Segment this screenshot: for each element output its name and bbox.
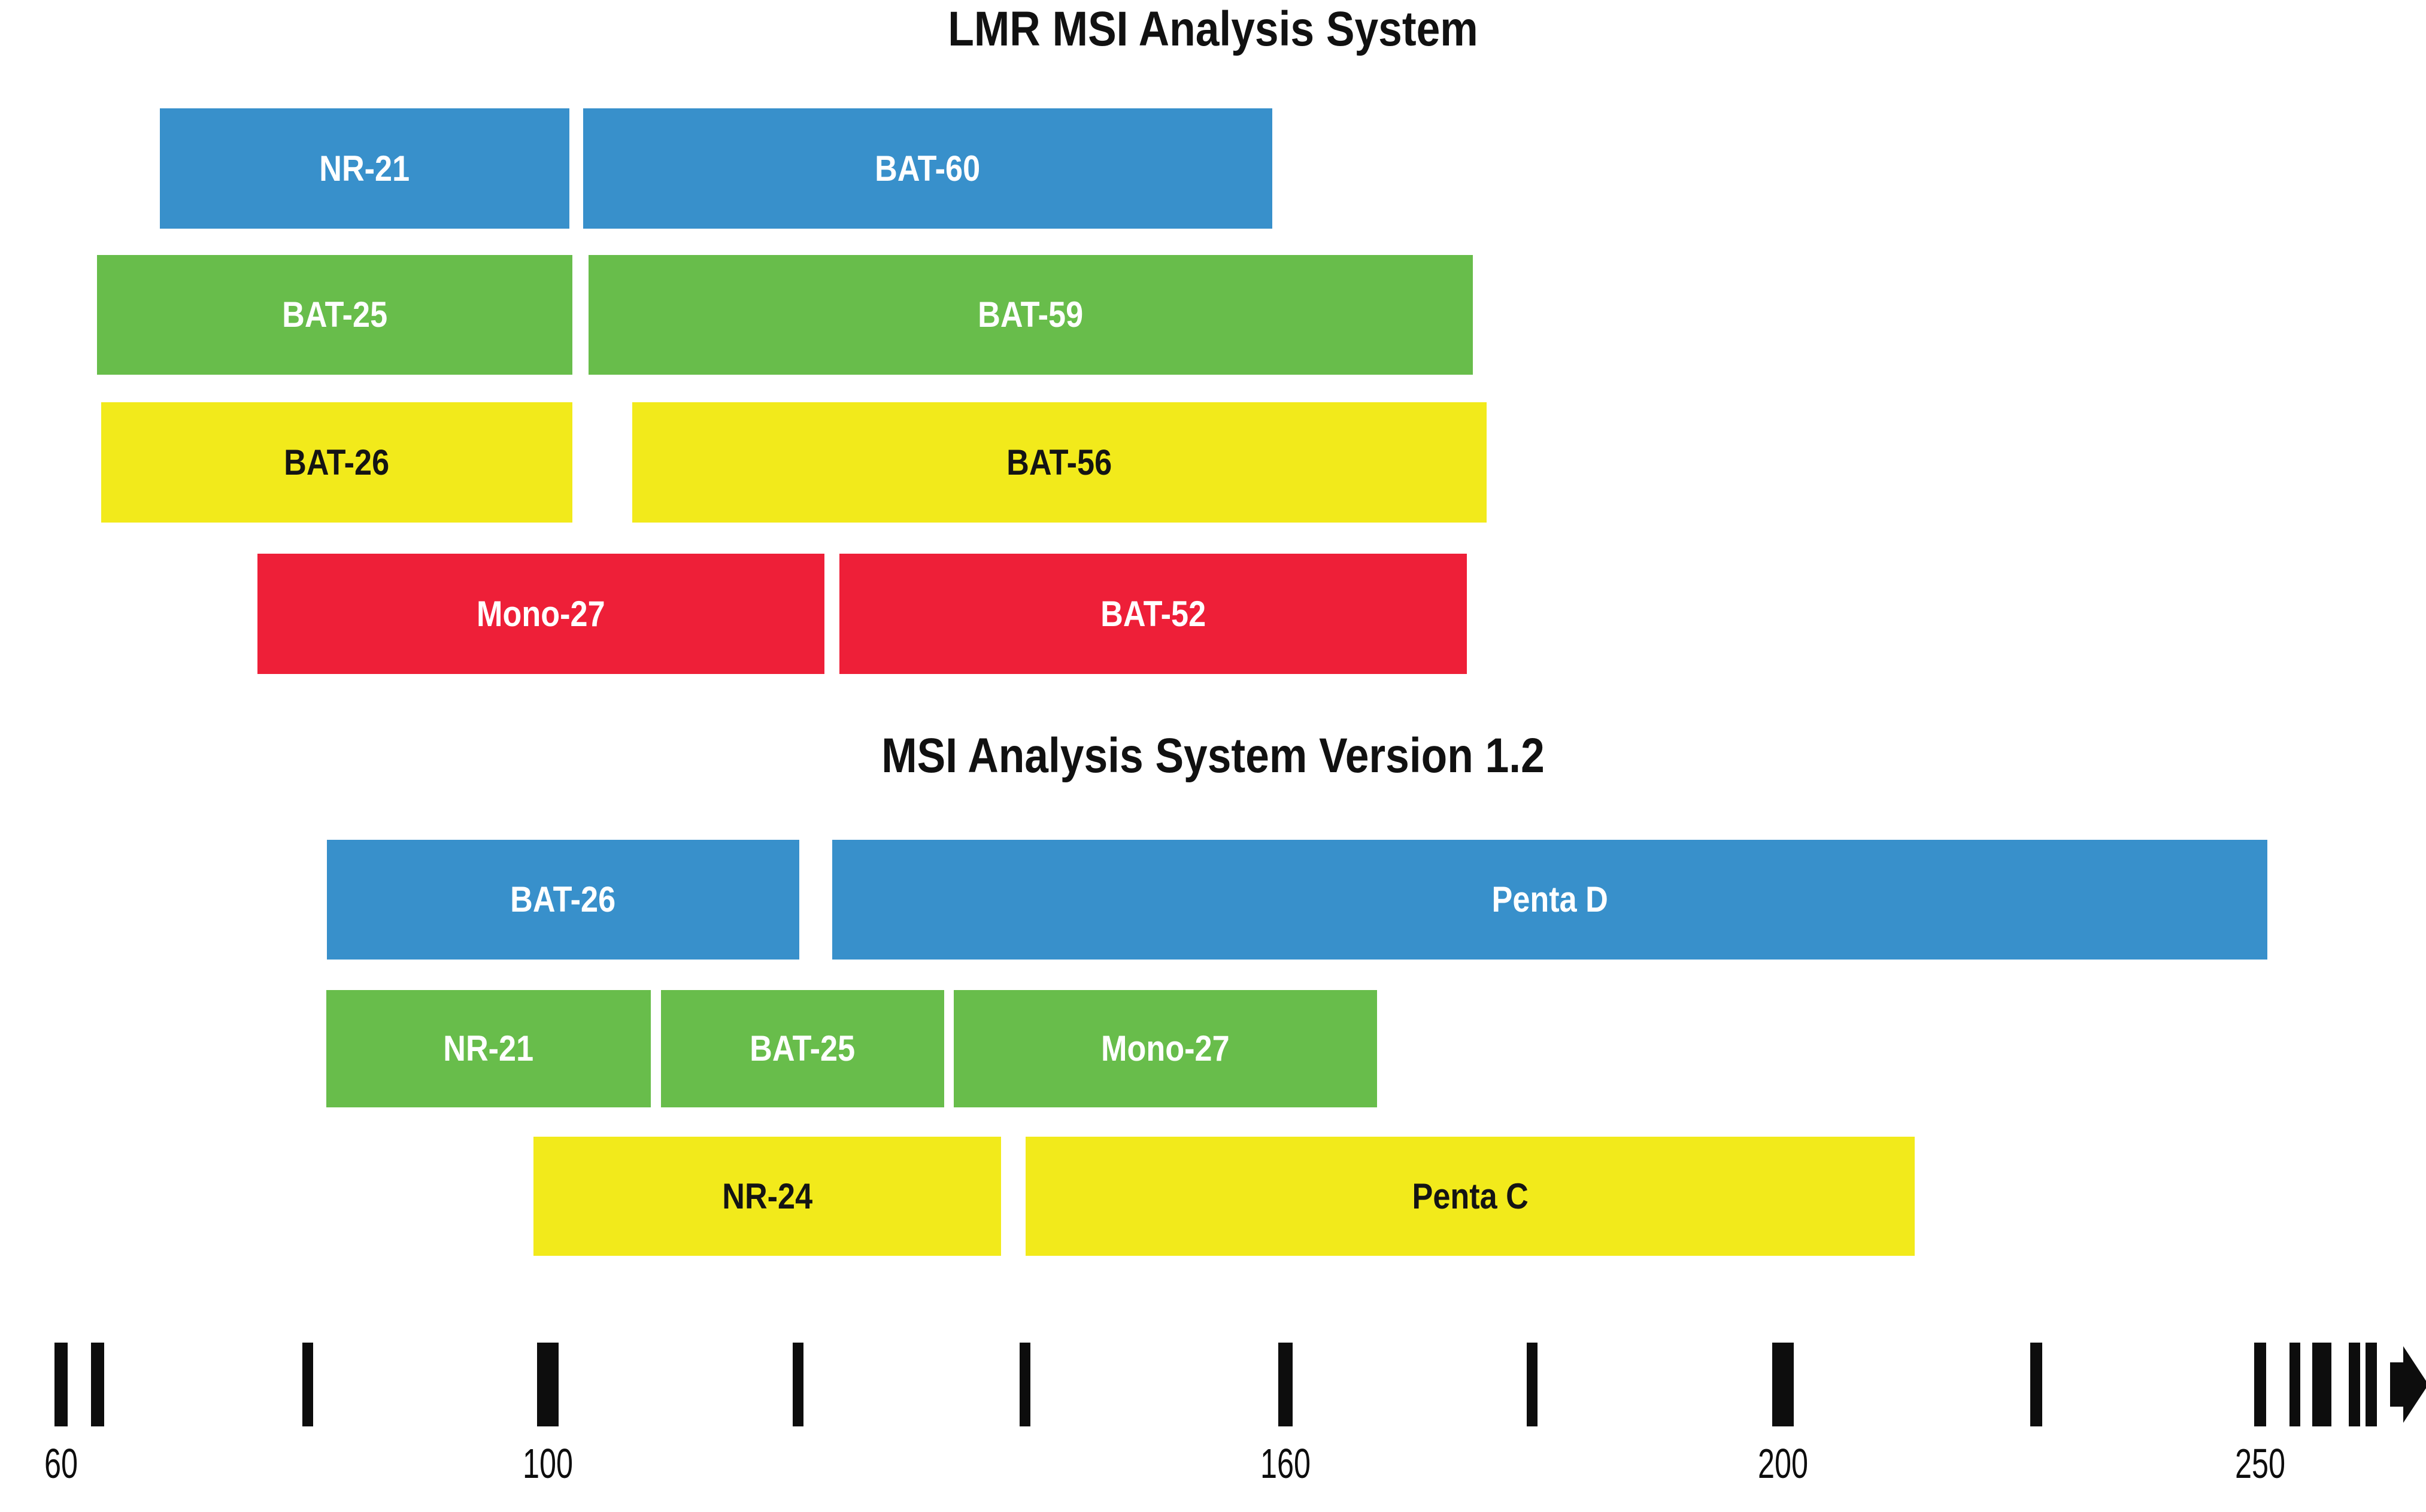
axis-tick-100 [537, 1343, 559, 1426]
marker-bar-nr-21-system-1: NR-21 [160, 108, 569, 229]
marker-bar-nr-24-system-2: NR-24 [533, 1137, 1001, 1256]
axis-tick-60 [54, 1343, 68, 1426]
axis-tick [1527, 1343, 1538, 1426]
marker-bar-penta-d-system-2: Penta D [832, 840, 2267, 960]
marker-bar-label: BAT-60 [875, 148, 981, 189]
marker-bar-bat-25-system-1: BAT-25 [97, 255, 572, 375]
marker-bar-penta-c-system-2: Penta C [1026, 1137, 1915, 1256]
marker-bar-label: Penta D [1491, 879, 1608, 919]
marker-bar-bat-59-system-1: BAT-59 [589, 255, 1473, 375]
system-2-title: MSI Analysis System Version 1.2 [881, 728, 1545, 783]
marker-bar-label: BAT-25 [282, 294, 387, 335]
marker-bar-nr-21-system-2: NR-21 [326, 990, 651, 1107]
marker-bar-mono-27-system-2: Mono-27 [954, 990, 1377, 1107]
marker-bar-label: NR-21 [319, 148, 410, 189]
axis-tick-label-250: 250 [2234, 1440, 2286, 1487]
marker-bar-label: BAT-26 [510, 879, 616, 919]
marker-bar-bat-25-system-2: BAT-25 [661, 990, 944, 1107]
marker-bar-label: BAT-59 [978, 294, 1084, 335]
marker-bar-bat-26-system-2: BAT-26 [327, 840, 799, 960]
marker-bar-label: NR-21 [443, 1028, 534, 1068]
axis-tick [91, 1343, 104, 1426]
axis-tick-label-60: 60 [44, 1440, 78, 1487]
marker-bar-label: Penta C [1412, 1176, 1529, 1216]
marker-bar-bat-52-system-1: BAT-52 [839, 554, 1467, 674]
axis-tick [2289, 1343, 2300, 1426]
axis-tick [2030, 1343, 2042, 1426]
axis-tick-label-100: 100 [522, 1440, 574, 1487]
axis-tick-160 [1278, 1343, 1293, 1426]
marker-bar-label: BAT-56 [1006, 442, 1112, 482]
axis-tick [302, 1343, 313, 1426]
axis-tick-250 [2254, 1343, 2266, 1426]
marker-bar-mono-27-system-1: Mono-27 [257, 554, 824, 674]
axis-tick [2365, 1343, 2377, 1426]
axis-tick [793, 1343, 803, 1426]
marker-bar-label: Mono-27 [1101, 1028, 1230, 1068]
marker-bar-bat-60-system-1: BAT-60 [583, 108, 1272, 229]
axis-tick-200 [1772, 1343, 1794, 1426]
axis-tick [2348, 1343, 2360, 1426]
system-1-title: LMR MSI Analysis System [948, 2, 1478, 56]
axis-tick [2312, 1343, 2331, 1426]
axis-tick-label-160: 160 [1260, 1440, 1311, 1487]
axis-continuation-arrow-icon [2403, 1346, 2426, 1423]
axis-tick-label-200: 200 [1757, 1440, 1809, 1487]
marker-bar-label: NR-24 [722, 1176, 812, 1216]
marker-bar-label: BAT-25 [750, 1028, 856, 1068]
axis-tick [1020, 1343, 1030, 1426]
marker-bar-label: Mono-27 [477, 593, 605, 634]
marker-bar-label: BAT-52 [1100, 593, 1206, 634]
marker-bar-bat-56-system-1: BAT-56 [632, 402, 1487, 523]
marker-bar-bat-26-system-1: BAT-26 [101, 402, 572, 523]
marker-bar-label: BAT-26 [284, 442, 390, 482]
